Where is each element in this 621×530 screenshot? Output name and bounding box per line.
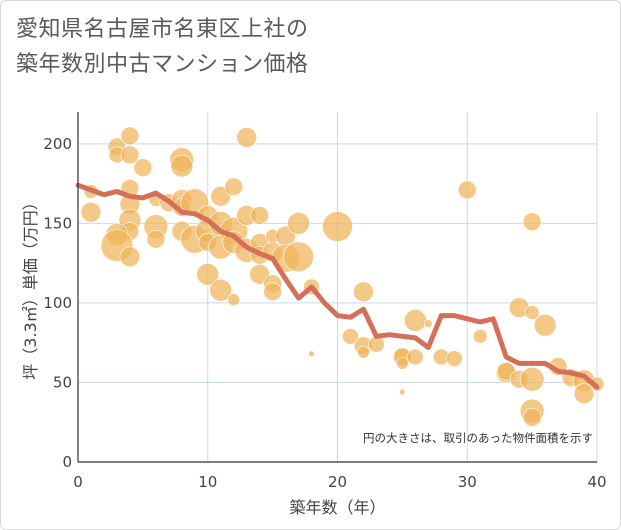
bubble-point — [457, 180, 477, 200]
bubble-point — [287, 212, 310, 235]
bubble-point — [263, 282, 282, 302]
bubble-point — [209, 278, 233, 302]
x-tick-label: 20 — [328, 473, 347, 491]
title-line-2: 築年数別中古マンション価格 — [16, 52, 309, 77]
bubble-point — [573, 383, 595, 404]
bubble-point — [250, 206, 269, 225]
bubble-point — [424, 319, 433, 328]
average-price-line — [75, 182, 600, 390]
bubble-point — [445, 350, 463, 367]
title-line-1: 愛知県名古屋市名東区上社の — [16, 17, 309, 42]
bubble-point — [283, 241, 314, 273]
plot-area: 0 10 20 30 40 0 50 100 150 200 — [43, 112, 607, 491]
bubble-point — [170, 154, 194, 178]
x-tick-label: 0 — [73, 473, 83, 491]
bubble-point — [322, 211, 353, 242]
x-tick-label: 30 — [458, 473, 477, 491]
bubble-point — [353, 281, 374, 303]
size-annotation: 円の大きさは、取引のあった物件面積を示す — [363, 431, 593, 445]
y-tick-label: 0 — [62, 453, 72, 471]
bubble-point — [396, 357, 409, 370]
bubble-point — [119, 246, 141, 268]
bubble-point — [407, 348, 424, 366]
bubble-point — [308, 350, 315, 358]
x-axis-label: 築年数（年） — [289, 498, 385, 517]
tick-labels: 0 10 20 30 40 0 50 100 150 200 — [43, 135, 606, 491]
y-tick-label: 100 — [43, 294, 72, 312]
bubble-point — [357, 345, 370, 359]
bubble-point — [342, 328, 359, 345]
bubble-point — [224, 177, 243, 197]
chart-title: 愛知県名古屋市名東区上社の 築年数別中古マンション価格 — [16, 12, 309, 82]
bubble-point — [227, 293, 240, 307]
bubble-point — [120, 145, 140, 165]
bubble-point — [472, 329, 488, 344]
bubble-point — [196, 262, 220, 286]
axes — [77, 112, 597, 463]
bubble-point — [519, 366, 545, 392]
x-tick-label: 40 — [587, 473, 606, 491]
bubble-point — [399, 388, 406, 396]
y-tick-label: 50 — [53, 373, 72, 391]
bubble-point — [146, 229, 166, 249]
y-axis-label: 坪（3.3㎡）単価（万円） — [21, 194, 40, 379]
y-tick-label: 150 — [43, 214, 72, 232]
bubble-point — [133, 158, 153, 177]
bubble-point — [80, 201, 102, 223]
bubble-point — [524, 305, 540, 320]
bubble-point — [522, 212, 542, 232]
bubble-point — [404, 309, 427, 332]
x-tick-label: 10 — [198, 473, 217, 491]
bubble-point — [533, 313, 557, 337]
bubble-point — [522, 408, 542, 427]
bubble-point — [120, 126, 140, 146]
y-tick-label: 200 — [43, 135, 72, 153]
bubble-point — [236, 127, 257, 148]
bubble-series — [80, 126, 605, 427]
